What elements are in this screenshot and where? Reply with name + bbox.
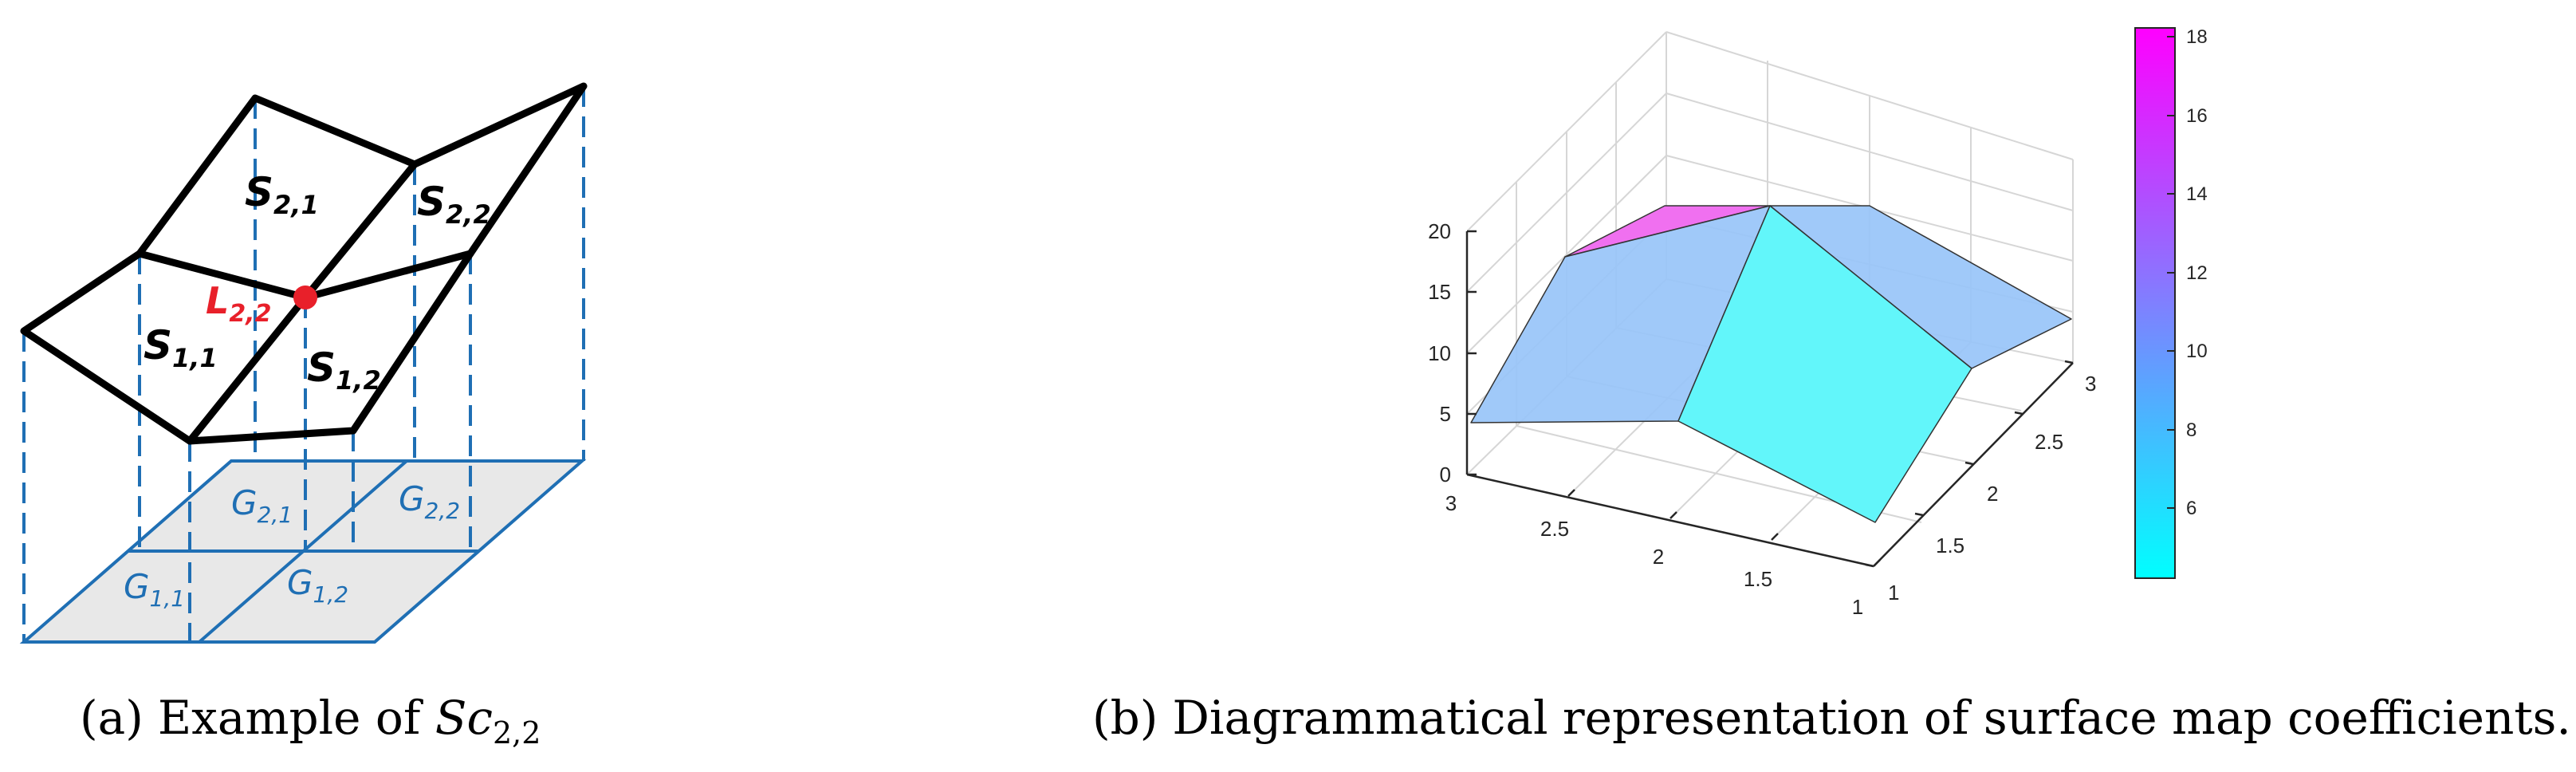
patch-cyan xyxy=(1677,205,1972,523)
surface-patches xyxy=(1470,205,2072,523)
caption-a: (a) Example of Sc2,2 xyxy=(80,691,541,750)
z-tick-10: 10 xyxy=(1428,341,1451,365)
cb-tick-10: 10 xyxy=(2186,341,2208,362)
label-vertex: L2,2 xyxy=(206,279,271,328)
grid-line-mid-diagonal xyxy=(198,459,408,644)
colorbar-tick-labels: 6 8 10 12 14 16 18 xyxy=(2186,26,2208,519)
y-tick-1: 1 xyxy=(1888,581,1899,605)
x-tick-1: 1 xyxy=(1852,595,1863,619)
colorbar-ticks xyxy=(2167,36,2175,509)
z-tick-labels: 0 5 10 15 20 xyxy=(1428,219,1451,486)
x-tick-3: 3 xyxy=(1445,491,1457,515)
x-tick-labels: 3 2.5 2 1.5 1 xyxy=(1445,491,1863,619)
cb-tick-6: 6 xyxy=(2186,498,2196,519)
label-g12: G1,2 xyxy=(287,563,348,608)
surface-outline xyxy=(20,82,588,445)
cb-tick-12: 12 xyxy=(2186,262,2208,284)
y-tick-2-5: 2.5 xyxy=(2035,430,2063,454)
y-tick-1-5: 1.5 xyxy=(1936,534,1964,557)
caption-b: (b) Diagrammatical representation of surf… xyxy=(1092,691,2571,745)
z-tick-5: 5 xyxy=(1440,402,1451,426)
vertex-dot xyxy=(293,286,317,309)
label-s11: S1,1 xyxy=(144,322,218,373)
y-tick-labels: 1 1.5 2 2.5 3 xyxy=(1888,372,2096,605)
z-tick-20: 20 xyxy=(1428,219,1451,243)
tick-marks xyxy=(1467,230,2074,568)
panel-a-diagram: S2,1 S2,2 S1,1 S1,2 L2,2 G2,1 G2,2 G1,1 … xyxy=(19,82,588,750)
x-tick-1-5: 1.5 xyxy=(1744,567,1772,591)
projection-lines xyxy=(22,86,585,642)
z-tick-15: 15 xyxy=(1428,280,1451,304)
colorbar xyxy=(2134,27,2176,579)
label-g21: G2,1 xyxy=(231,483,293,528)
cb-tick-14: 14 xyxy=(2186,183,2208,205)
label-s12: S1,2 xyxy=(307,345,381,396)
panel-b-surface-plot: 0 5 10 15 20 3 2.5 2 1.5 1 1 1.5 2 2.5 3 xyxy=(1092,26,2571,745)
y-tick-2: 2 xyxy=(1987,482,1998,506)
z-tick-0: 0 xyxy=(1440,463,1451,486)
label-s22: S2,2 xyxy=(417,179,491,230)
cb-tick-16: 16 xyxy=(2186,105,2208,127)
label-g22: G2,2 xyxy=(399,479,460,524)
cb-tick-8: 8 xyxy=(2186,419,2196,441)
label-s21: S2,1 xyxy=(245,169,319,220)
cb-tick-18: 18 xyxy=(2186,26,2208,48)
x-tick-2-5: 2.5 xyxy=(1540,517,1569,541)
y-tick-3: 3 xyxy=(2085,372,2096,396)
label-g11: G1,1 xyxy=(124,567,185,612)
base-grid xyxy=(19,459,587,644)
x-tick-2: 2 xyxy=(1653,545,1664,569)
